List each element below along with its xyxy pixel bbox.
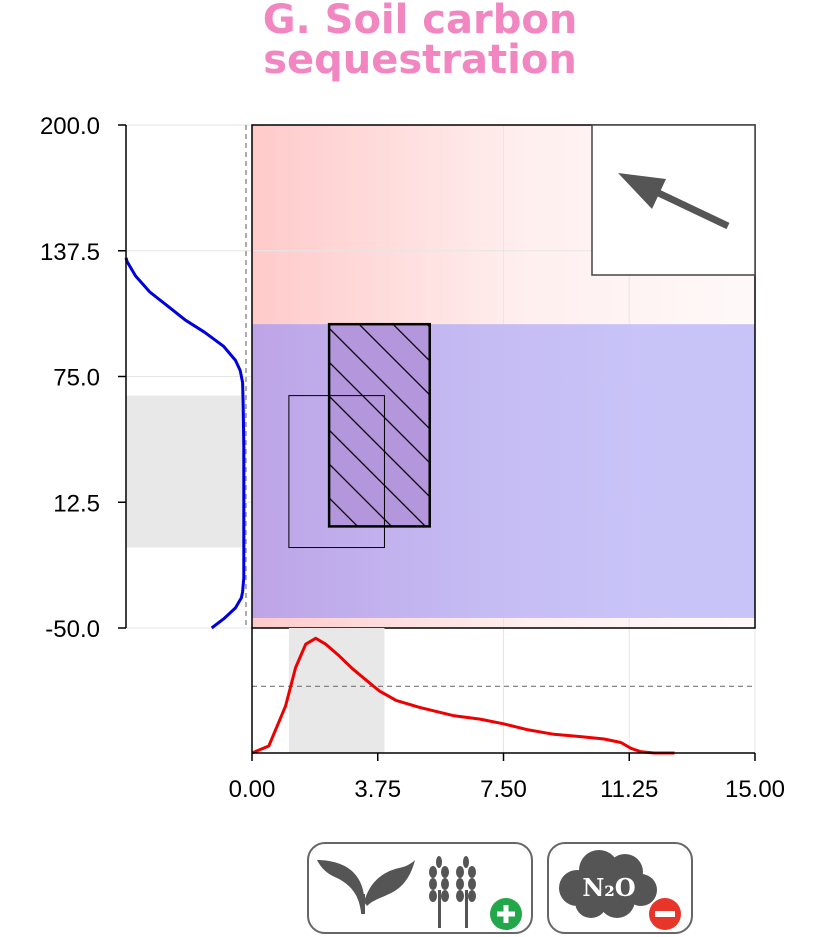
x-tick-label: 11.25 bbox=[600, 776, 658, 803]
y-density-curve bbox=[124, 257, 246, 630]
y-ticks: 200.0 137.5 75.0 12.5 -50.0 bbox=[40, 113, 126, 643]
y-tick-label: 137.5 bbox=[40, 239, 100, 266]
y-tick-label: -50.0 bbox=[45, 616, 100, 643]
n2o-cloud-icon: N₂O bbox=[559, 850, 657, 918]
x-ticks: 0.00 3.75 7.50 11.25 15.00 bbox=[229, 753, 785, 803]
minus-icon bbox=[649, 898, 681, 930]
main-frame bbox=[251, 124, 756, 629]
x-density-curve bbox=[251, 636, 675, 755]
title-line-2: sequestration bbox=[263, 37, 577, 83]
purple-overlay bbox=[252, 324, 755, 618]
plant-badge bbox=[307, 842, 533, 934]
seedling-icon bbox=[317, 860, 415, 914]
hatched-box bbox=[327, 322, 431, 528]
x-tick-label: 7.50 bbox=[480, 776, 527, 803]
x-tick-label: 3.75 bbox=[354, 776, 401, 803]
n2o-label: N₂O bbox=[582, 873, 635, 902]
y-tick-label: 200.0 bbox=[40, 113, 100, 140]
wheat-icon bbox=[429, 856, 476, 928]
y-shaded-range bbox=[126, 395, 246, 548]
arrow-head bbox=[618, 173, 666, 209]
main-panel bbox=[126, 124, 756, 753]
x-tick-label: 0.00 bbox=[229, 776, 276, 803]
chart-title: G. Soil carbon sequestration bbox=[0, 0, 840, 80]
y-tick-label: 12.5 bbox=[53, 490, 100, 517]
y-density-panel bbox=[124, 125, 247, 630]
plus-icon bbox=[490, 898, 522, 930]
arrow-icon bbox=[646, 184, 730, 230]
y-tick-label: 75.0 bbox=[53, 365, 100, 392]
n2o-badge: N₂O bbox=[547, 842, 693, 934]
arrow-inset bbox=[591, 124, 756, 276]
outline-box bbox=[288, 395, 385, 549]
x-density-panel bbox=[251, 628, 755, 755]
title-line-1: G. Soil carbon bbox=[262, 0, 578, 43]
x-tick-label: 15.00 bbox=[725, 776, 785, 803]
